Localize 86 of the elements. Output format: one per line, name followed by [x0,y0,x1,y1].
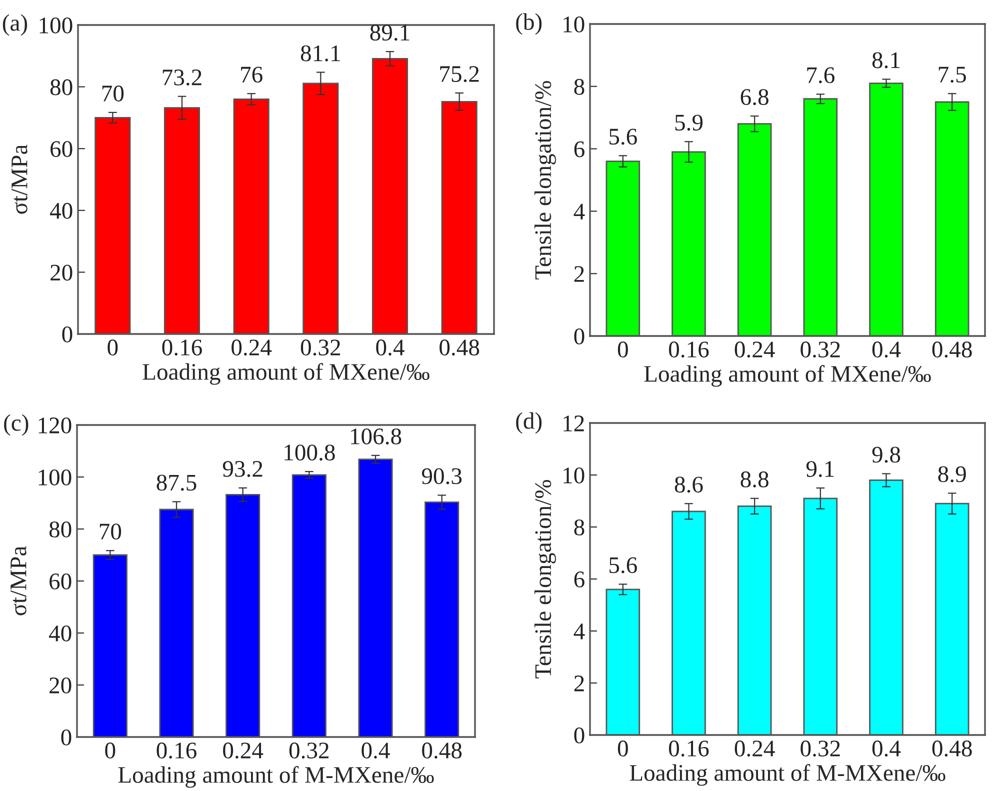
y-tick-label: 6 [574,572,584,588]
y-tick-label: 120 [38,417,72,434]
x-tick-label: 0.4 [362,742,390,759]
y-axis-title: σt/MPa [10,546,26,616]
x-tick-label: 0.32 [800,342,840,358]
x-tick-label: 0.32 [289,742,329,759]
x-tick-label: 0.4 [376,340,404,356]
y-tick-label: 2 [574,676,584,692]
data-label: 75.2 [440,66,479,82]
x-axis-title: Loading amount of MXene/‰ [142,363,430,385]
y-tick-label: 100 [40,17,72,34]
y-tick-label: 40 [48,625,72,642]
data-label: 81.1 [300,45,340,62]
data-label: 70 [100,524,122,540]
data-label: 5.6 [610,128,637,145]
x-tick-label: 0 [618,342,628,358]
y-tick-label: 0 [61,729,72,746]
x-tick-label: 0 [618,740,628,756]
y-tick-label: 8 [574,519,584,536]
x-tick-label: 0.48 [932,740,972,757]
data-label: 5.6 [610,557,637,574]
data-label: 5.9 [675,114,703,131]
x-tick-label: 0.16 [162,340,202,356]
y-axis-title: Tensile elongation/% [534,80,556,280]
x-tick-label: 0.4 [872,740,901,757]
chart-title: (c) [4,414,28,436]
chart-title: (b) [516,13,542,35]
y-tick-label: 100 [38,469,72,486]
data-label: 7.5 [938,66,966,83]
x-axis-title: Loading amount of MXene/‰ [644,365,931,387]
y-tick-label: 2 [574,266,584,282]
data-label: 70 [102,86,124,102]
chart-title: (d) [516,412,542,434]
y-tick-label: 0 [574,727,584,744]
x-tick-label: 0 [108,340,118,356]
data-label: 76 [241,66,262,83]
x-tick-label: 0.4 [872,342,901,358]
data-label: 8.8 [740,471,768,488]
data-label: 8.1 [872,52,900,68]
y-tick-label: 60 [50,141,72,158]
x-tick-label: 0.32 [300,340,340,356]
y-axis-title: σt/MPa [12,144,28,214]
x-tick-label: 0.24 [232,340,272,356]
y-tick-label: 10 [564,467,584,484]
y-tick-label: 8 [574,78,584,95]
y-tick-label: 12 [564,416,584,432]
y-axis-title: Tensile elongation/% [534,480,556,678]
y-tick-label: 0 [62,326,72,342]
data-label: 93.2 [222,461,262,477]
data-label: 106.8 [351,428,402,444]
chart-title: (a) [2,14,28,36]
x-tick-label: 0.16 [156,742,196,759]
x-axis-title: Loading amount of M-MXene/‰ [118,766,434,788]
data-label: 7.6 [807,67,834,84]
x-tick-label: 0.24 [734,740,775,757]
x-tick-label: 0 [105,742,116,758]
x-tick-label: 0.24 [223,742,264,759]
y-tick-label: 6 [574,141,584,158]
x-tick-label: 0.32 [800,740,840,757]
y-tick-label: 4 [574,624,585,640]
y-tick-label: 80 [49,521,72,538]
data-label: 87.5 [156,474,196,491]
x-tick-label: 0.48 [422,742,462,759]
x-tick-label: 0.16 [668,342,709,358]
data-label: 90.3 [422,468,462,484]
y-tick-label: 0 [574,328,584,344]
y-tick-label: 20 [50,677,72,694]
data-label: 100.8 [284,444,335,461]
data-label: 73.2 [162,70,202,86]
data-label: 9.1 [806,461,834,478]
y-tick-label: 20 [50,264,72,281]
x-tick-label: 0.24 [734,342,775,358]
data-label: 8.9 [938,466,966,482]
y-tick-label: 80 [50,79,72,96]
data-label: 8.6 [674,476,703,493]
y-tick-label: 10 [564,16,584,32]
y-tick-label: 60 [50,573,72,590]
x-tick-label: 0.16 [668,740,709,757]
data-label: 89.1 [370,24,410,41]
data-label: 9.8 [872,446,900,463]
y-tick-label: 4 [574,204,585,220]
x-axis-title: Loading amount of M-MXene/‰ [630,764,946,786]
x-tick-label: 0.48 [932,342,972,358]
data-label: 6.8 [740,89,768,106]
x-tick-label: 0.48 [440,340,480,356]
y-tick-label: 40 [50,202,72,219]
